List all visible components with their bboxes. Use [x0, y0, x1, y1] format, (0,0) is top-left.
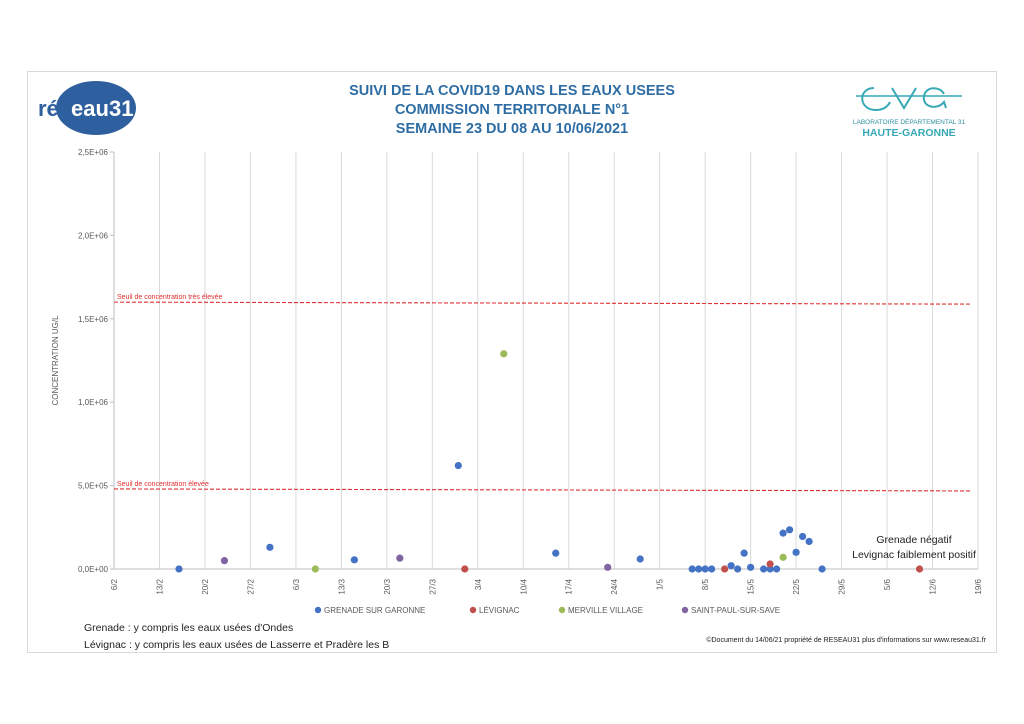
- laboratoire-logo: LABORATOIRE DÉPARTEMENTAL 31 HAUTE-GARON…: [852, 80, 967, 142]
- x-tick-label: 15/5: [747, 578, 756, 594]
- svg-text:réseau31: réseau31: [38, 96, 133, 121]
- x-tick-label: 20/2: [201, 578, 210, 594]
- x-tick-label: 27/3: [428, 578, 437, 594]
- x-tick-label: 8/5: [701, 578, 710, 590]
- x-tick-label: 22/5: [792, 578, 801, 594]
- data-point: [760, 565, 768, 573]
- data-point: [688, 565, 696, 573]
- x-tick-label: 19/6: [974, 578, 983, 594]
- title-line-2: COMMISSION TERRITORIALE N°1: [394, 102, 630, 118]
- threshold-line: [113, 488, 973, 492]
- legend-marker: [558, 606, 566, 614]
- x-tick-label: 1/5: [656, 578, 665, 590]
- note-levignac: Lévignac : y compris les eaux usées de L…: [84, 639, 390, 651]
- data-point: [708, 565, 716, 573]
- chart-title: SUIVI DE LA COVID19 DANS LES EAUX USEES …: [0, 82, 1024, 139]
- x-tick-label: 6/2: [110, 578, 119, 590]
- title-line-1: SUIVI DE LA COVID19 DANS LES EAUX USEES: [349, 83, 675, 99]
- data-point: [396, 554, 404, 562]
- threshold-label: Seuil de concentration élevée: [117, 481, 209, 488]
- data-point: [721, 565, 729, 573]
- x-tick-label: 3/4: [474, 578, 483, 590]
- data-point: [766, 565, 774, 573]
- copyright-text: ©Document du 14/06/21 propriété de RESEA…: [706, 637, 986, 644]
- data-point: [311, 565, 319, 573]
- x-tick-label: 20/3: [383, 578, 392, 594]
- data-point: [818, 565, 826, 573]
- x-tick-label: 6/3: [292, 578, 301, 590]
- legend-marker: [314, 606, 322, 614]
- data-point: [747, 563, 755, 571]
- data-point: [727, 562, 735, 570]
- legend-label: MERVILLE VILLAGE: [568, 606, 643, 615]
- y-tick-label: 1,0E+06: [78, 398, 109, 407]
- x-tick-label: 17/4: [565, 578, 574, 594]
- legend-label: GRENADE SUR GARONNE: [324, 606, 425, 615]
- data-point: [220, 557, 229, 565]
- data-point: [792, 548, 800, 556]
- x-tick-label: 10/4: [519, 578, 528, 594]
- threshold-line: [113, 301, 973, 305]
- data-point: [266, 543, 274, 551]
- annotation-grenade: Grenade négatif: [876, 534, 951, 546]
- x-tick-label: 13/2: [155, 578, 164, 594]
- data-point: [701, 565, 709, 573]
- data-point: [695, 565, 703, 573]
- y-tick-label: 1,5E+06: [78, 315, 109, 324]
- y-tick-label: 2,0E+06: [78, 231, 109, 240]
- legend-marker: [469, 606, 477, 614]
- data-point: [766, 560, 774, 568]
- x-tick-label: 27/2: [246, 578, 255, 594]
- data-point: [740, 549, 748, 557]
- legend-label: SAINT-PAUL-SUR-SAVE: [691, 606, 780, 615]
- logo-hg: HAUTE-GARONNE: [862, 127, 955, 139]
- data-point: [779, 529, 787, 537]
- data-point: [461, 565, 469, 573]
- y-axis-title: CONCENTRATION UG/L: [51, 315, 60, 406]
- annotation-levignac: Levignac faiblement positif: [852, 549, 976, 561]
- note-grenade: Grenade : y compris les eaux usées d'Ond…: [84, 622, 294, 634]
- data-point: [915, 565, 924, 573]
- data-point: [805, 537, 813, 546]
- x-tick-label: 12/6: [929, 578, 938, 594]
- data-point: [350, 556, 358, 564]
- data-point: [636, 555, 644, 563]
- y-tick-label: 5,0E+05: [78, 482, 109, 491]
- data-point: [454, 461, 462, 470]
- legend-marker: [681, 606, 689, 614]
- threshold-label: Seuil de concentration très élevée: [117, 294, 223, 301]
- y-tick-label: 0,0E+00: [78, 565, 109, 574]
- data-point: [734, 565, 742, 573]
- title-line-3: SEMAINE 23 DU 08 AU 10/06/2021: [395, 121, 629, 137]
- x-tick-label: 13/3: [337, 578, 346, 594]
- x-tick-label: 24/4: [610, 578, 619, 594]
- x-tick-label: 29/5: [838, 578, 847, 594]
- y-tick-label: 2,5E+06: [78, 148, 109, 157]
- data-point: [175, 565, 183, 573]
- chart-frame: [27, 71, 997, 653]
- reseau31-logo: réseau31: [36, 80, 136, 136]
- x-tick-label: 5/6: [883, 578, 892, 590]
- legend-label: LÉVIGNAC: [479, 606, 520, 615]
- data-point: [604, 563, 612, 571]
- data-point: [500, 350, 508, 358]
- data-point: [773, 565, 781, 573]
- logo-subtitle: LABORATOIRE DÉPARTEMENTAL 31: [853, 117, 966, 126]
- data-point: [799, 532, 807, 541]
- data-point: [779, 553, 787, 561]
- data-point: [786, 526, 794, 534]
- data-point: [552, 549, 560, 557]
